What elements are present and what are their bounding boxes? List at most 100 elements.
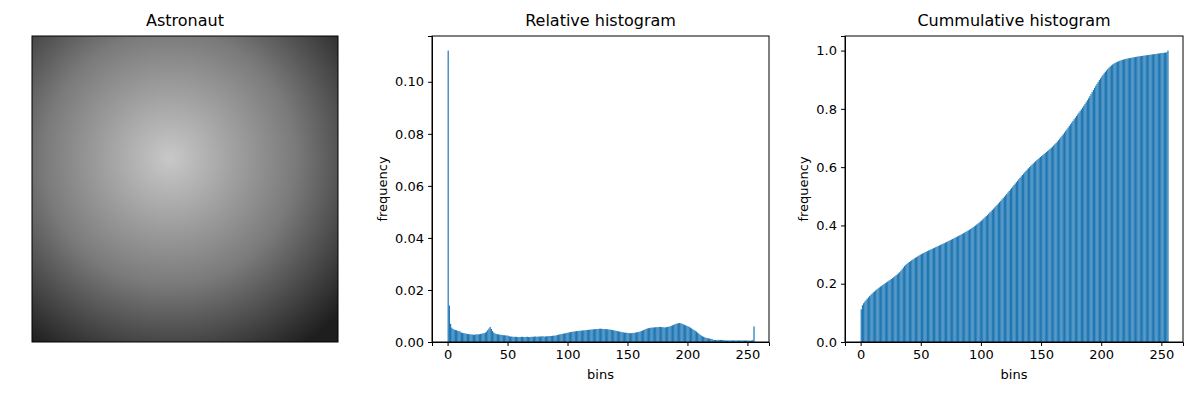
- histogram-bar: [468, 334, 469, 342]
- histogram-bar: [1039, 158, 1040, 342]
- histogram-bar: [1017, 181, 1018, 342]
- histogram-bar: [1134, 57, 1135, 342]
- histogram-bar: [941, 244, 942, 342]
- histogram-bar: [1075, 118, 1076, 342]
- histogram-bar: [926, 252, 927, 342]
- tick-mark: [841, 284, 845, 285]
- tick-mark: [1101, 342, 1102, 346]
- histogram-bar: [1152, 54, 1153, 342]
- histogram-bar: [982, 219, 983, 342]
- histogram-bar: [565, 333, 566, 342]
- histogram-bar: [580, 331, 581, 342]
- histogram-bar: [514, 337, 515, 342]
- histogram-bar: [589, 330, 590, 342]
- tick-mark: [428, 342, 432, 343]
- histogram-bar: [1052, 147, 1053, 342]
- histogram-bar: [924, 252, 925, 342]
- histogram-bar: [1053, 145, 1054, 342]
- histogram-bar: [1143, 56, 1144, 342]
- tick: 200: [676, 342, 701, 362]
- histogram-bar: [897, 274, 898, 342]
- histogram-bar: [685, 325, 686, 342]
- histogram-bar: [1094, 88, 1095, 342]
- histogram-bar: [486, 332, 487, 342]
- histogram-bar: [572, 332, 573, 342]
- histogram-bar: [953, 238, 954, 342]
- histogram-bar: [908, 263, 909, 342]
- tick-label: 0.8: [816, 102, 837, 117]
- histogram-bar: [530, 337, 531, 342]
- tick: 200: [1089, 342, 1114, 362]
- tick: 0.8: [816, 102, 845, 117]
- histogram-bar: [538, 337, 539, 342]
- histogram-bar: [1001, 199, 1002, 342]
- histogram-bar: [1028, 168, 1029, 342]
- histogram-bar: [867, 299, 868, 342]
- histogram-bar: [1107, 69, 1108, 342]
- histogram-bar: [503, 335, 504, 342]
- panel-title: Cummulative histogram: [917, 11, 1110, 30]
- histogram-bar: [973, 227, 974, 342]
- histogram-bar: [651, 328, 652, 342]
- histogram-bar: [695, 331, 696, 342]
- histogram-bar: [1119, 61, 1120, 342]
- histogram-bar: [605, 329, 606, 342]
- histogram-bar: [659, 327, 660, 342]
- tick: 0.06: [395, 179, 432, 194]
- histogram-bar: [911, 260, 912, 342]
- histogram-bar: [1111, 65, 1112, 342]
- histogram-bar: [656, 327, 657, 342]
- histogram-bar: [686, 326, 687, 342]
- histogram-bar: [621, 332, 622, 342]
- histogram-bar: [509, 336, 510, 342]
- tick: 0.08: [395, 126, 432, 141]
- histogram-bar: [1149, 55, 1150, 342]
- histogram-bar: [1009, 191, 1010, 342]
- histogram-bar: [893, 277, 894, 342]
- histogram-bar: [909, 262, 910, 342]
- histogram-bar: [602, 329, 603, 342]
- plot-area: [861, 51, 1169, 342]
- histogram-bar: [946, 242, 947, 342]
- histogram-bar: [529, 337, 530, 342]
- histogram-bar: [918, 256, 919, 342]
- histogram-bar: [1145, 55, 1146, 342]
- histogram-bar: [535, 337, 536, 342]
- tick-mark: [841, 109, 845, 110]
- histogram-bar: [583, 330, 584, 342]
- plot-frame: [32, 36, 338, 342]
- histogram-bar: [662, 327, 663, 342]
- tick-mark: [428, 290, 432, 291]
- histogram-bar: [1084, 104, 1085, 342]
- tick-mark: [627, 342, 628, 346]
- histogram-bar: [448, 51, 449, 342]
- histogram-bar: [560, 334, 561, 342]
- histogram-bar: [916, 257, 917, 342]
- histogram-bar: [922, 254, 923, 342]
- histogram-bar: [475, 334, 476, 342]
- panel: 0501001502002500.00.20.40.60.81.0binsfre…: [796, 11, 1184, 382]
- histogram-bar: [938, 246, 939, 342]
- tick-label: 200: [1089, 347, 1114, 362]
- histogram-bar: [526, 337, 527, 342]
- histogram-bar: [1019, 178, 1020, 342]
- histogram-bar: [534, 337, 535, 342]
- histogram-bar: [956, 237, 957, 342]
- histogram-bar: [521, 337, 522, 342]
- histogram-bar: [690, 328, 691, 342]
- histogram-bar: [702, 336, 703, 342]
- histogram-bar: [965, 232, 966, 342]
- histogram-bar: [617, 331, 618, 342]
- histogram-bar: [1101, 77, 1102, 342]
- histogram-bar: [1132, 57, 1133, 342]
- histogram-bar: [627, 333, 628, 342]
- histogram-bar: [999, 202, 1000, 342]
- histogram-bar: [499, 335, 500, 342]
- histogram-bar: [566, 333, 567, 342]
- histogram-bar: [592, 330, 593, 342]
- tick-label: 0.10: [395, 74, 424, 89]
- histogram-bar: [906, 264, 907, 342]
- histogram-bar: [963, 233, 964, 342]
- histogram-bar: [577, 331, 578, 342]
- histogram-bar: [888, 281, 889, 342]
